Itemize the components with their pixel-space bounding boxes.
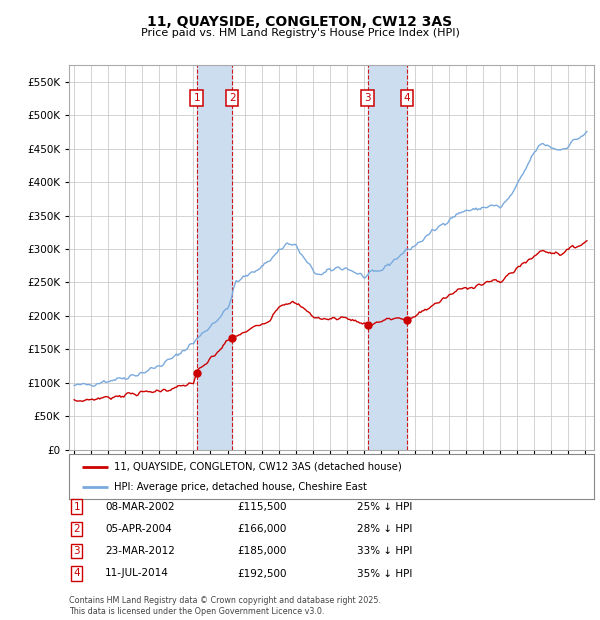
- Text: £166,000: £166,000: [237, 524, 286, 534]
- Text: £192,500: £192,500: [237, 569, 287, 578]
- Text: Contains HM Land Registry data © Crown copyright and database right 2025.
This d: Contains HM Land Registry data © Crown c…: [69, 596, 381, 616]
- Text: 23-MAR-2012: 23-MAR-2012: [105, 546, 175, 556]
- Text: Price paid vs. HM Land Registry's House Price Index (HPI): Price paid vs. HM Land Registry's House …: [140, 28, 460, 38]
- Text: 4: 4: [73, 569, 80, 578]
- Text: £185,000: £185,000: [237, 546, 286, 556]
- Text: 28% ↓ HPI: 28% ↓ HPI: [357, 524, 412, 534]
- Text: 1: 1: [73, 502, 80, 512]
- Text: 3: 3: [73, 546, 80, 556]
- Text: 2: 2: [229, 93, 235, 103]
- Text: 08-MAR-2002: 08-MAR-2002: [105, 502, 175, 512]
- Text: HPI: Average price, detached house, Cheshire East: HPI: Average price, detached house, Ches…: [113, 482, 367, 492]
- Text: 25% ↓ HPI: 25% ↓ HPI: [357, 502, 412, 512]
- Bar: [197, 65, 232, 450]
- Text: 11-JUL-2014: 11-JUL-2014: [105, 569, 169, 578]
- Text: 2: 2: [73, 524, 80, 534]
- Text: 1: 1: [193, 93, 200, 103]
- Text: 05-APR-2004: 05-APR-2004: [105, 524, 172, 534]
- Text: 11, QUAYSIDE, CONGLETON, CW12 3AS: 11, QUAYSIDE, CONGLETON, CW12 3AS: [148, 16, 452, 30]
- Text: 4: 4: [404, 93, 410, 103]
- Text: £115,500: £115,500: [237, 502, 287, 512]
- Text: 33% ↓ HPI: 33% ↓ HPI: [357, 546, 412, 556]
- Text: 35% ↓ HPI: 35% ↓ HPI: [357, 569, 412, 578]
- Bar: [368, 65, 407, 450]
- Text: 11, QUAYSIDE, CONGLETON, CW12 3AS (detached house): 11, QUAYSIDE, CONGLETON, CW12 3AS (detac…: [113, 461, 401, 472]
- Text: 3: 3: [364, 93, 371, 103]
